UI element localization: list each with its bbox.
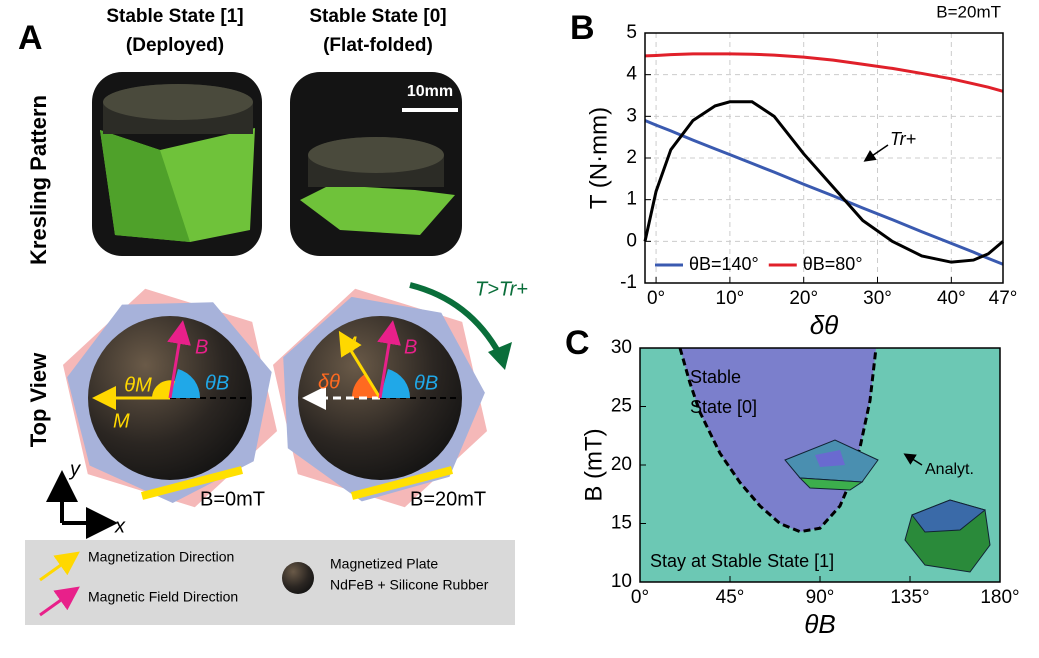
- series-annotation: Tr+: [890, 129, 916, 149]
- x-tick-label: 180°: [980, 587, 1019, 608]
- icon: [798, 477, 864, 491]
- arrow-head: [488, 342, 512, 370]
- y-axis-label: T (N·mm): [585, 107, 612, 209]
- y-tick-label: 0: [626, 230, 637, 251]
- angle-label: θB: [414, 372, 438, 394]
- annotation: B=20mT: [936, 2, 1001, 21]
- magnet-bar: [140, 466, 244, 500]
- angle-arc: [170, 369, 201, 398]
- y-tick-label: 20: [611, 454, 632, 475]
- annotation-arrow: [903, 453, 923, 466]
- legend-arrow: [39, 551, 80, 582]
- axes-icon: [60, 478, 110, 523]
- y-tick-label: 10: [611, 571, 632, 592]
- legend-disk: [282, 562, 314, 594]
- x-tick-label: 135°: [890, 587, 929, 608]
- axis-name: x: [114, 515, 126, 537]
- icon: [911, 499, 987, 533]
- field-label: B=0mT: [200, 488, 265, 510]
- icon: [815, 450, 845, 467]
- y-tick-label: 4: [626, 64, 637, 85]
- panel-label: C: [565, 324, 590, 362]
- line: [643, 100, 1004, 264]
- row-label: Kresling Pattern: [26, 95, 51, 265]
- scale-label: 10mm: [407, 83, 453, 100]
- rotation-arrow: [409, 282, 503, 357]
- vector-label: B: [195, 336, 208, 358]
- x-tick-label: 0°: [647, 288, 665, 309]
- annotation-arrow: [863, 144, 889, 162]
- region-label: Stay at Stable State [1]: [650, 551, 834, 571]
- charts: B 0° 10° 20° 30° 40° 47° -1 0 1 2 3 4 5 δθ T (N·mm) B=20…: [565, 2, 1020, 638]
- field-label: B=20mT: [410, 488, 486, 510]
- y-tick-label: 15: [611, 513, 632, 534]
- angle-arc: [380, 369, 411, 398]
- region-label: Stable: [690, 367, 741, 387]
- legend-text: Magnetized Plate: [330, 556, 438, 572]
- row-label: Top View: [26, 352, 51, 447]
- y-tick-label: 3: [626, 105, 637, 126]
- axis-name: y: [68, 458, 81, 480]
- x-axis-label: δθ: [810, 310, 839, 340]
- rotation-label: T>Tr+: [475, 278, 528, 300]
- y-tick-label: -1: [620, 272, 637, 293]
- angle-label: δθ: [318, 371, 340, 393]
- panel-a: A Stable State [1] (Deployed) Stable Sta…: [18, 6, 528, 625]
- region-label: State [0]: [690, 397, 757, 417]
- state-subtitle: (Deployed): [126, 35, 224, 56]
- legend-text: Magnetic Field Direction: [88, 589, 238, 605]
- x-tick-label: 30°: [863, 288, 892, 309]
- y-tick-label: 5: [626, 22, 637, 43]
- y-tick-label: 30: [611, 337, 632, 358]
- m-vector: [338, 330, 382, 399]
- x-tick-label: 40°: [937, 288, 966, 309]
- vector-label: M: [340, 333, 357, 355]
- vector-label: M: [113, 410, 130, 432]
- x-tick-label: 0°: [631, 587, 649, 608]
- y-tick-label: 25: [611, 396, 632, 417]
- b-vector: [167, 320, 191, 399]
- origami: [100, 130, 190, 242]
- state-subtitle: (Flat-folded): [323, 35, 433, 56]
- x-tick-label: 20°: [789, 288, 818, 309]
- line: [644, 119, 1004, 266]
- plot-frame: [644, 32, 1004, 284]
- x-tick-label: 47°: [989, 288, 1018, 309]
- b-vector: [377, 320, 401, 399]
- legend-text: NdFeB + Silicone Rubber: [330, 577, 489, 593]
- legend-text: Magnetization Direction: [88, 549, 234, 565]
- y-axis-label: B (mT): [580, 428, 607, 501]
- angle-label: θB: [205, 372, 229, 394]
- y-tick-label: 2: [626, 147, 637, 168]
- legend-arrow: [39, 586, 80, 617]
- origami: [300, 185, 455, 235]
- disk: [308, 137, 444, 173]
- magnet-bar: [350, 466, 454, 500]
- legend-label: θB=140°: [689, 254, 759, 274]
- legend-label: θB=80°: [803, 254, 863, 274]
- x-axis-label: θB: [804, 609, 835, 639]
- x-tick-label: 10°: [716, 288, 745, 309]
- disk: [103, 84, 253, 120]
- y-tick-label: 1: [626, 189, 637, 210]
- panel-label: B: [570, 9, 595, 47]
- state-title: Stable State [1]: [106, 6, 243, 27]
- state-title: Stable State [0]: [309, 6, 446, 27]
- panel-label: A: [18, 19, 43, 57]
- angle-label: θM: [124, 374, 152, 396]
- x-tick-label: 45°: [716, 587, 745, 608]
- series-annotation: Analyt.: [925, 461, 974, 478]
- x-tick-label: 90°: [806, 587, 835, 608]
- legend-box: [25, 540, 515, 625]
- line: [644, 52, 1004, 93]
- vector-label: B: [404, 336, 417, 358]
- angle-arc: [351, 374, 380, 398]
